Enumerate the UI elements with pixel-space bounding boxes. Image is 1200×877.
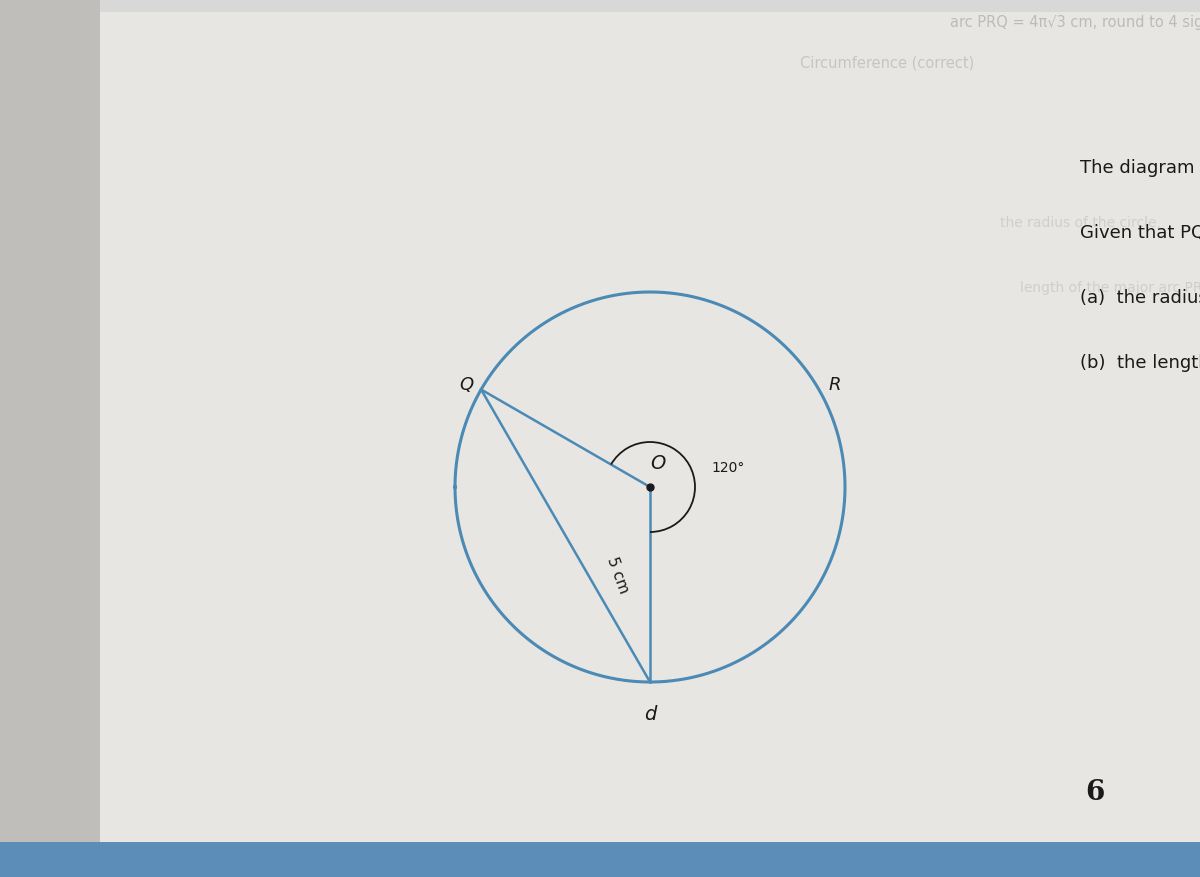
Text: 5 cm: 5 cm: [605, 554, 631, 595]
Text: R: R: [828, 376, 841, 394]
Text: d: d: [644, 704, 656, 724]
Text: arc PRQ = 4π√3 cm, round to 4 sig. figs: arc PRQ = 4π√3 cm, round to 4 sig. figs: [950, 16, 1200, 31]
Text: (b)  the length of the major arc PRQ.: (b) the length of the major arc PRQ.: [1080, 353, 1200, 372]
Text: Circumference (correct): Circumference (correct): [800, 55, 974, 70]
Bar: [0, 0, 100, 877]
Text: 6: 6: [1085, 779, 1105, 806]
Bar: [0, 842, 1200, 877]
Text: The diagram shows a circle, with centre O.: The diagram shows a circle, with centre …: [1080, 159, 1200, 177]
Text: Given that PQ = 5 cm and ∠POQ = 120°, find: Given that PQ = 5 cm and ∠POQ = 120°, fi…: [1080, 224, 1200, 242]
Text: Q: Q: [460, 376, 473, 394]
Text: 120°: 120°: [712, 460, 745, 474]
Text: length of the major arc PRQ.: length of the major arc PRQ.: [1020, 281, 1200, 295]
Text: the radius of the circle,: the radius of the circle,: [1000, 216, 1160, 230]
Text: (a)  the radius of the circle,: (a) the radius of the circle,: [1080, 289, 1200, 307]
Text: O: O: [650, 453, 666, 473]
FancyBboxPatch shape: [50, 13, 1200, 872]
